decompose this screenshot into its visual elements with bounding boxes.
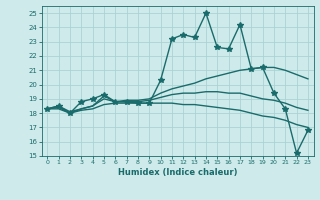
X-axis label: Humidex (Indice chaleur): Humidex (Indice chaleur) <box>118 168 237 177</box>
